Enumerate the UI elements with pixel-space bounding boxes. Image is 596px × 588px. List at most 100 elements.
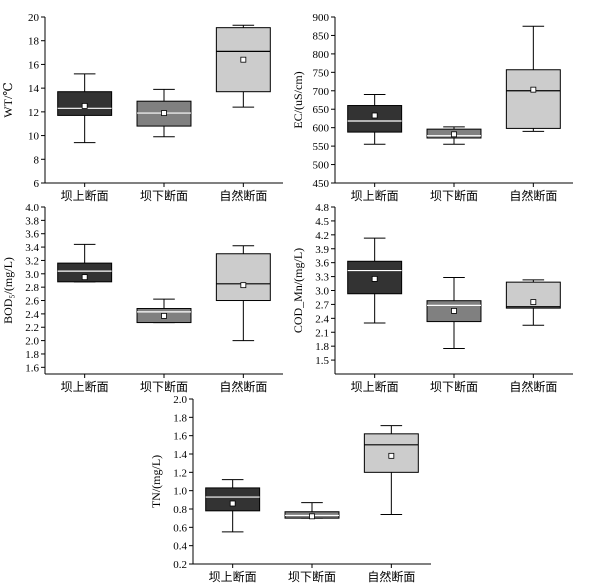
y-tick-label: 0.8 (173, 504, 187, 516)
x-category-label: 坝下断面 (430, 379, 478, 394)
y-tick-label: 2.2 (25, 322, 39, 334)
x-category-label: 坝下断面 (140, 379, 188, 394)
box-iqr (215, 253, 271, 302)
mean-marker (161, 110, 167, 116)
mean-marker (371, 112, 378, 119)
box-iqr (505, 69, 561, 129)
x-category-label: 坝上断面 (61, 379, 109, 394)
y-tick-label: 4.0 (25, 202, 39, 214)
y-tick-label: 0.6 (173, 522, 187, 534)
mean-marker (451, 308, 457, 314)
y-tick-label: 3.2 (25, 255, 39, 267)
y-axis-label: COD_Mn/(mg/L) (291, 248, 305, 333)
y-tick-label: 3.0 (25, 269, 39, 281)
box-1 (347, 93, 403, 145)
box-2 (284, 502, 340, 520)
y-tick-label: 450 (313, 178, 330, 190)
y-tick-label: 1.0 (173, 486, 187, 498)
box-2 (426, 277, 482, 349)
y-tick-label: 3.8 (25, 215, 39, 227)
y-tick-label: 2.8 (25, 282, 39, 294)
box-1 (57, 243, 113, 283)
y-tick-label: 3.6 (25, 229, 39, 241)
y-tick-label: 700 (313, 86, 330, 98)
y-axis-label: BOD₅/(mg/L) (1, 257, 15, 324)
y-tick-label: 18 (28, 36, 40, 48)
y-tick-label: 1.8 (25, 349, 39, 361)
box-3 (363, 425, 419, 515)
y-tick-label: 3.3 (315, 272, 329, 284)
y-tick-label: 1.5 (315, 355, 329, 367)
mean-marker (371, 276, 378, 282)
x-category-label: 自然断面 (509, 188, 557, 203)
box-1 (205, 479, 261, 533)
mean-marker (81, 103, 88, 109)
y-tick-label: 1.8 (315, 341, 329, 353)
mean-marker (530, 86, 537, 93)
y-tick-label: 2.4 (25, 309, 39, 321)
box-1 (347, 237, 403, 324)
y-tick-label: 3.9 (315, 244, 329, 256)
chart-panel-4: 1.5 1.8 2.1 2.4 2.73.0 3.3 3.6 3.9 4.2 4.5 4.8 COD_… (291, 202, 573, 394)
mean-marker (229, 500, 236, 507)
x-category-label: 坝上断面 (61, 188, 109, 203)
mean-marker (388, 452, 395, 459)
y-tick-label: 1.6 (173, 431, 187, 443)
x-category-label: 坝下断面 (140, 188, 188, 203)
y-tick-label: 3.0 (315, 286, 329, 298)
y-tick-label: 0.4 (173, 541, 187, 553)
y-tick-label: 850 (313, 30, 330, 42)
y-tick-label: 600 (313, 123, 330, 135)
y-tick-label: 3.6 (315, 258, 329, 270)
y-axis-label: EC/(uS/cm) (291, 71, 305, 128)
y-tick-label: 2.7 (315, 299, 329, 311)
y-tick-label: 1.6 (25, 362, 39, 374)
x-category-label: 坝上断面 (351, 188, 399, 203)
x-category-label: 自然断面 (219, 188, 267, 203)
chart-panel-1: 6 8 10 12 14 16 18 20 WT/℃ 坝上断面 坝下断面 自然断面 (1, 12, 283, 203)
y-tick-label: 20 (28, 12, 40, 24)
box-1 (57, 73, 113, 144)
y-axis-label: WT/℃ (1, 82, 15, 117)
y-tick-label: 16 (28, 59, 40, 71)
mean-marker (240, 282, 247, 289)
y-tick-label: 6 (34, 178, 40, 190)
y-axis-label: TN/(mg/L) (149, 455, 163, 508)
y-tick-label: 750 (313, 67, 330, 79)
x-category-label: 自然断面 (219, 379, 267, 394)
box-2 (136, 88, 192, 138)
box-2 (136, 298, 192, 324)
y-tick-label: 550 (313, 141, 330, 153)
box-3 (215, 245, 271, 342)
chart-panel-5: 0.2 0.4 0.6 0.8 1.0 1.2 1.4 1.6 1.8 2.0 TN/(mg/L) 坝… (149, 394, 431, 584)
chart-panel-3: 1.61.82.0 2.22.42.6 2.83.0 3.23.43.6 3.84.0 B… (1, 202, 283, 394)
mean-marker (309, 513, 315, 520)
y-tick-label: 1.4 (173, 449, 187, 461)
y-tick-label: 4.8 (315, 202, 329, 214)
y-tick-label: 12 (28, 107, 39, 119)
x-category-label: 坝上断面 (351, 379, 399, 394)
x-category-label: 自然断面 (509, 379, 557, 394)
y-tick-label: 2.6 (25, 296, 39, 308)
box-iqr (205, 487, 261, 512)
y-tick-label: 650 (313, 104, 330, 116)
box-iqr (57, 262, 113, 283)
y-tick-label: 2.4 (315, 313, 329, 325)
mean-marker (161, 312, 167, 319)
y-tick-label: 10 (28, 131, 40, 143)
y-tick-label: 500 (313, 160, 330, 172)
mean-marker (81, 274, 88, 281)
y-tick-label: 800 (313, 49, 330, 61)
y-tick-label: 8 (34, 154, 40, 166)
y-tick-label: 3.4 (25, 242, 39, 254)
x-category-label: 坝下断面 (430, 188, 478, 203)
y-tick-label: 900 (313, 12, 330, 24)
box-2 (426, 126, 482, 145)
x-category-label: 坝下断面 (288, 569, 336, 584)
box-3 (215, 24, 271, 108)
y-tick-label: 2.0 (173, 394, 187, 406)
y-tick-label: 14 (28, 83, 40, 95)
y-tick-label: 4.5 (315, 216, 329, 228)
y-tick-label: 0.2 (173, 559, 187, 571)
